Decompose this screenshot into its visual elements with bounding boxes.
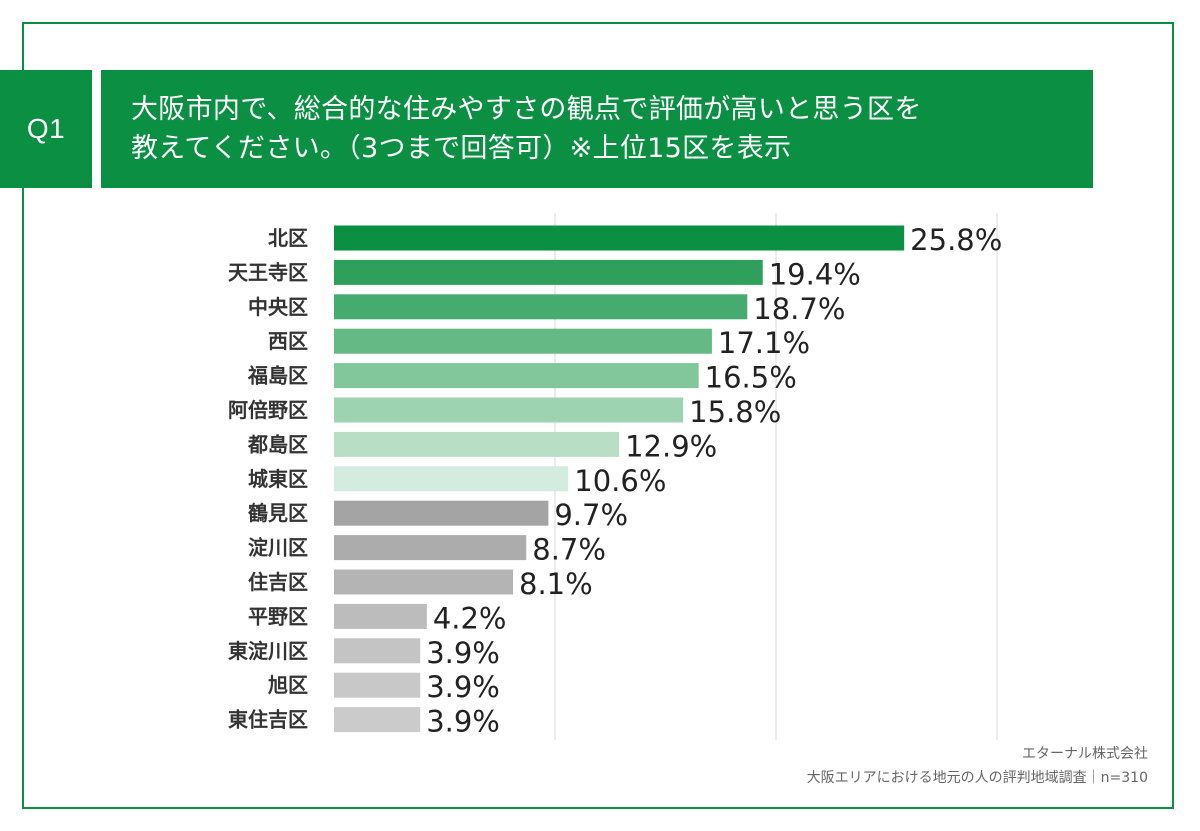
question-text-line-2: 教えてください。（3つまで回答可）※上位15区を表示: [131, 133, 792, 164]
question-banner: 大阪市内で、総合的な住みやすさの観点で評価が高いと思う区を 教えてください。（3…: [101, 70, 1093, 188]
bar-1: [334, 259, 763, 285]
bar-2: [334, 294, 748, 320]
category-label-4: 福島区: [247, 364, 308, 388]
category-label-7: 城東区: [248, 467, 308, 491]
bar-10: [334, 569, 514, 595]
category-label-13: 旭区: [267, 673, 308, 697]
value-label-8: 9.7%: [554, 498, 628, 532]
category-label-3: 西区: [268, 329, 308, 353]
category-label-12: 東淀川区: [228, 639, 308, 663]
category-label-11: 平野区: [248, 604, 308, 628]
category-label-14: 東住吉区: [228, 708, 308, 732]
category-label-5: 阿倍野区: [228, 398, 308, 422]
value-label-3: 17.1%: [718, 326, 810, 360]
bar-9: [334, 535, 527, 561]
value-label-13: 3.9%: [426, 670, 500, 704]
bar-6: [334, 431, 620, 457]
bar-7: [334, 466, 569, 492]
category-labels: 北区天王寺区中央区西区福島区阿倍野区都島区城東区鶴見区淀川区住吉区平野区東淀川区…: [228, 226, 308, 732]
value-label-4: 16.5%: [705, 361, 797, 395]
bar-13: [334, 672, 421, 698]
question-badge: Q1: [0, 70, 92, 188]
question-text-line-1: 大阪市内で、総合的な住みやすさの観点で評価が高いと思う区を: [131, 94, 922, 125]
bar-4: [334, 363, 699, 389]
bar-8: [334, 500, 549, 526]
bar-3: [334, 328, 712, 354]
category-label-9: 淀川区: [248, 536, 308, 560]
value-label-11: 4.2%: [433, 601, 507, 635]
value-label-2: 18.7%: [753, 292, 845, 326]
category-label-0: 北区: [268, 226, 308, 250]
value-label-7: 10.6%: [574, 464, 666, 498]
value-label-6: 12.9%: [625, 429, 717, 463]
category-label-6: 都島区: [247, 432, 308, 456]
bar-14: [334, 707, 421, 733]
value-label-10: 8.1%: [519, 567, 593, 601]
bar-5: [334, 397, 684, 423]
value-label-9: 8.7%: [532, 533, 606, 567]
category-label-2: 中央区: [248, 295, 308, 319]
source-company: エターナル株式会社: [1022, 746, 1148, 762]
source-note: エターナル株式会社 大阪エリアにおける地元の人の評判地域調査｜n=310: [807, 742, 1148, 790]
value-label-14: 3.9%: [426, 705, 500, 739]
source-survey: 大阪エリアにおける地元の人の評判地域調査｜n=310: [806, 770, 1148, 786]
value-label-0: 25.8%: [910, 223, 1002, 257]
value-label-5: 15.8%: [689, 395, 781, 429]
bar-0: [334, 225, 905, 251]
category-label-1: 天王寺区: [228, 260, 308, 284]
bars: [334, 225, 905, 733]
value-labels: 25.8% 19.4%18.7%17.1%16.5%15.8%12.9%10.6%…: [426, 223, 1002, 739]
value-label-1: 19.4%: [769, 257, 861, 291]
value-label-12: 3.9%: [426, 636, 500, 670]
bar-11: [334, 603, 427, 629]
category-label-10: 住吉区: [248, 570, 308, 594]
category-label-8: 鶴見区: [248, 501, 308, 525]
bar-12: [334, 638, 421, 664]
